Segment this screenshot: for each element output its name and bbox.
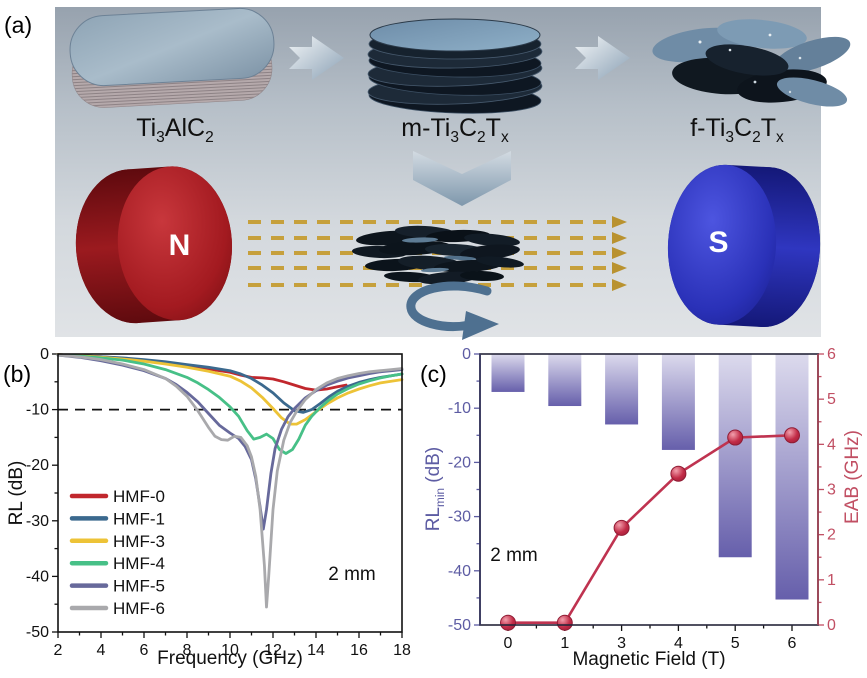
plot-box: [479, 353, 819, 626]
svg-text:4: 4: [97, 642, 106, 659]
svg-text:10: 10: [221, 642, 239, 659]
plot-box: [57, 353, 403, 633]
series-HMF-1: [56, 353, 404, 414]
svg-text:-40: -40: [26, 568, 49, 585]
rlmin-eab-chart: 0 -10 -20 -30 -40 -50 0 1 2 3 4 5 6 0 1 3 4 5 6: [448, 346, 836, 652]
svg-text:-50: -50: [26, 624, 49, 641]
legend-label-HMF-1: HMF-1: [113, 509, 165, 528]
svg-text:14: 14: [307, 642, 325, 659]
svg-text:18: 18: [393, 642, 411, 659]
eab-marker-4T: [670, 465, 687, 482]
rotation-arrow-icon: [406, 281, 499, 340]
magnetic-field-lines-icon: [248, 220, 612, 287]
svg-text:-20: -20: [26, 457, 49, 474]
magnet-north-label: N: [168, 229, 192, 262]
bar-5T: [718, 354, 752, 558]
svg-text:2: 2: [54, 642, 63, 659]
panel-c-thickness-annotation: 2 mm: [490, 545, 538, 566]
svg-text:12: 12: [264, 642, 282, 659]
few-layer-mxene-icon: [652, 19, 851, 107]
eab-marker-5T: [727, 429, 744, 446]
panel-a-label: (a): [4, 12, 33, 38]
series-HMF-4: [56, 353, 404, 455]
panel-b-thickness-annotation: 2 mm: [328, 564, 376, 585]
panel-b-y-axis-title: RL (dB): [6, 460, 27, 526]
svg-text:-10: -10: [26, 402, 49, 419]
multilayer-mxene-icon: [367, 18, 543, 114]
field-arrowheads-icon: [612, 216, 627, 291]
panel-a-schematic: [55, 7, 851, 340]
label-max-phase: Ti3AlC2: [136, 114, 214, 146]
svg-text:3: 3: [617, 635, 626, 652]
legend-label-HMF-5: HMF-5: [113, 577, 165, 596]
panel-c-x-axis-title: Magnetic Field (T): [572, 649, 726, 670]
bar-4T: [661, 354, 695, 450]
series-HMF-6: [56, 353, 404, 609]
bar-3T: [605, 354, 639, 425]
eab-line: [508, 434, 793, 625]
process-arrow-1-icon: [289, 36, 344, 80]
svg-text:6: 6: [827, 346, 836, 363]
bar-0T: [491, 354, 525, 392]
svg-text:0: 0: [40, 346, 49, 363]
rl-frequency-chart: 2 4 6 8 10 12 14 16 18 0 -10 -20 -30 -40 -50 HMF-0 HMF-1…: [26, 346, 411, 659]
bar-1T: [548, 354, 582, 407]
svg-text:0: 0: [504, 635, 513, 652]
svg-text:0: 0: [462, 346, 471, 363]
label-multilayer-mxene: m-Ti3C2Tx: [401, 114, 509, 146]
svg-text:2: 2: [827, 527, 836, 544]
magnet-north-icon: [75, 166, 233, 324]
eab-marker-0T: [500, 614, 516, 631]
svg-text:6: 6: [788, 635, 797, 652]
svg-text:-50: -50: [448, 617, 471, 634]
label-few-layer-mxene: f-Ti3C2Tx: [690, 114, 784, 146]
down-arrow-icon: [413, 151, 511, 206]
panel-c-label: (c): [420, 361, 447, 387]
max-phase-slab-icon: [69, 7, 275, 108]
panel-b-label: (b): [3, 361, 32, 387]
process-arrow-2-icon: [575, 36, 630, 80]
legend-label-HMF-3: HMF-3: [113, 532, 165, 551]
svg-text:-10: -10: [448, 400, 471, 417]
magnet-south-label: S: [708, 226, 730, 259]
svg-text:0: 0: [827, 617, 836, 634]
svg-text:-40: -40: [448, 563, 471, 580]
eab-marker-6T: [784, 427, 800, 444]
svg-text:1: 1: [560, 635, 569, 652]
series-HMF-5: [56, 353, 404, 531]
bar-6T: [775, 354, 809, 600]
legend-label-HMF-0: HMF-0: [113, 487, 165, 506]
aligned-flakes-icon: [352, 225, 524, 285]
svg-text:-30: -30: [448, 509, 471, 526]
axis-ticks: [474, 353, 824, 631]
svg-text:4: 4: [827, 436, 836, 453]
magnet-south-icon: [667, 164, 821, 328]
series-HMF-3: [56, 353, 404, 426]
svg-text:-20: -20: [448, 454, 471, 471]
svg-text:1: 1: [827, 572, 836, 589]
svg-text:-30: -30: [26, 513, 49, 530]
legend-label-HMF-6: HMF-6: [113, 599, 165, 618]
panel-c-left-axis-title: RLmin (dB): [423, 446, 447, 532]
svg-text:6: 6: [140, 642, 149, 659]
panel-b-x-axis-title: Frequency (GHz): [157, 648, 303, 669]
eab-marker-1T: [556, 614, 573, 631]
svg-text:16: 16: [350, 642, 368, 659]
svg-text:8: 8: [183, 642, 192, 659]
svg-text:5: 5: [731, 635, 740, 652]
legend-label-HMF-4: HMF-4: [113, 554, 165, 573]
panel-c-right-axis-title: EAB (GHz): [842, 430, 863, 524]
eab-marker-3T: [613, 519, 630, 536]
svg-text:4: 4: [674, 635, 683, 652]
svg-text:3: 3: [827, 482, 836, 499]
svg-text:5: 5: [827, 391, 836, 408]
